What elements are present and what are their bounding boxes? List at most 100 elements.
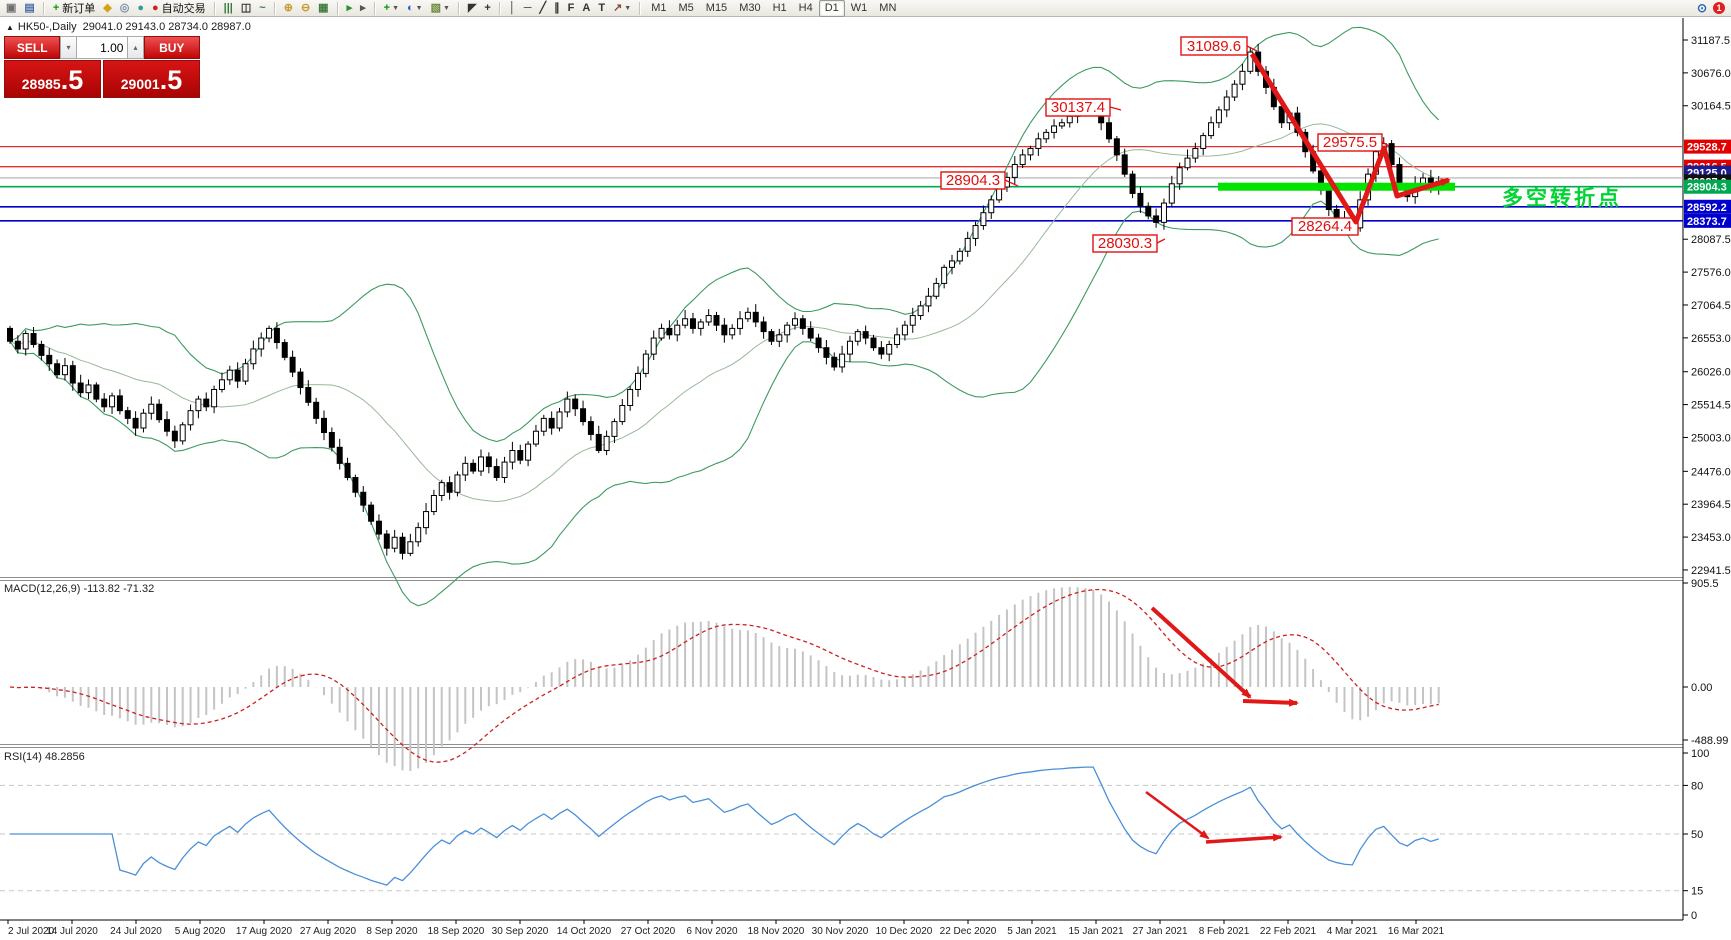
volume-down-stepper[interactable]: ▾ <box>60 36 77 59</box>
line-chart-icon[interactable]: ~ <box>255 0 269 17</box>
toolbar-separator <box>639 1 642 15</box>
timeframe-D1[interactable]: D1 <box>818 0 845 17</box>
zoom-out-icon[interactable]: ⊖ <box>297 0 314 17</box>
rsi-arrow[interactable] <box>1205 833 1283 844</box>
svg-text:30137.4: 30137.4 <box>1051 99 1105 116</box>
svg-text:15 Jan 2021: 15 Jan 2021 <box>1068 926 1123 937</box>
periods-icon[interactable]: ◐ ▼ <box>403 0 427 17</box>
annotation-31089.6[interactable]: 31089.6 <box>1180 36 1258 56</box>
timeframe-MN[interactable]: MN <box>879 1 897 14</box>
macd-arrow[interactable] <box>1150 606 1252 699</box>
candlestick-chart-icon: ◫ <box>240 1 252 14</box>
symbol-title-bar: ▲ HK50-,Daily 29041.0 29143.0 28734.0 2898… <box>6 21 251 33</box>
fibonacci-icon[interactable]: F <box>564 0 579 17</box>
buy-button[interactable]: BUY <box>143 36 200 59</box>
svg-text:22 Feb 2021: 22 Feb 2021 <box>1260 926 1317 937</box>
sell-button[interactable]: SELL <box>4 36 61 59</box>
timeframe-H4[interactable]: H4 <box>798 1 813 14</box>
timeframe-H1[interactable]: H1 <box>772 1 787 14</box>
indicators-icon: + <box>383 1 391 14</box>
crosshair-icon: + <box>484 1 491 14</box>
sell-price[interactable]: 28985.5 <box>4 60 101 98</box>
timeframe-M1[interactable]: M1 <box>651 1 667 14</box>
collapse-icon[interactable]: ▲ <box>6 23 14 32</box>
turning-point-note[interactable]: 多空转折点 <box>1502 186 1622 210</box>
svg-text:5 Jan 2021: 5 Jan 2021 <box>1007 926 1057 937</box>
svg-text:0: 0 <box>1691 910 1697 922</box>
channel-icon[interactable]: ∥ <box>550 0 564 17</box>
rsi-arrow[interactable] <box>1145 790 1210 840</box>
text-icon[interactable]: A <box>578 0 594 17</box>
indicators-icon[interactable]: + ▼ <box>380 0 403 17</box>
bar-chart-icon[interactable]: ||| <box>220 0 237 17</box>
svg-text:8 Feb 2021: 8 Feb 2021 <box>1199 926 1250 937</box>
arrows-icon-caret[interactable]: ▼ <box>624 4 632 12</box>
auto-scroll-icon[interactable]: ▸ <box>343 0 357 17</box>
periods-icon-caret[interactable]: ▼ <box>415 4 423 12</box>
toolbar-separator <box>42 1 45 15</box>
svg-text:18 Sep 2020: 18 Sep 2020 <box>428 926 485 937</box>
svg-text:27576.0: 27576.0 <box>1691 267 1731 279</box>
symbol-ohlc: 29041.0 29143.0 28734.0 28987.0 <box>82 21 251 33</box>
svg-text:18 Nov 2020: 18 Nov 2020 <box>748 926 805 937</box>
svg-text:4 Mar 2021: 4 Mar 2021 <box>1327 926 1378 937</box>
annotation-28904.3[interactable]: 28904.3 <box>940 171 1019 190</box>
market-watch-icon[interactable]: ▤ <box>20 0 38 17</box>
notifications-icon[interactable]: 1 <box>1713 2 1725 14</box>
tile-windows-icon[interactable]: ▦ <box>314 0 332 17</box>
annotation-29575.5[interactable]: 29575.5 <box>1317 133 1390 152</box>
timeframe-M30[interactable]: M30 <box>739 1 761 14</box>
annotation-30137.4[interactable]: 30137.4 <box>1045 98 1122 117</box>
svg-text:5 Aug 2020: 5 Aug 2020 <box>175 926 226 937</box>
buy-price[interactable]: 29001.5 <box>103 60 200 98</box>
zoom-in-icon[interactable]: ⊕ <box>280 0 297 17</box>
new-order-button[interactable]: + 新订单 <box>49 0 99 17</box>
timeframe-W1[interactable]: W1 <box>850 1 868 14</box>
macd-arrow[interactable] <box>1242 698 1299 707</box>
svg-text:30 Sep 2020: 30 Sep 2020 <box>492 926 549 937</box>
svg-text:8 Sep 2020: 8 Sep 2020 <box>366 926 418 937</box>
svg-text:17 Aug 2020: 17 Aug 2020 <box>236 926 293 937</box>
volume-input[interactable]: 1.00 <box>76 36 128 59</box>
signals-icon[interactable]: ● <box>133 0 148 17</box>
toolbar-separator <box>213 1 216 15</box>
templates-icon[interactable]: ▧ ▼ <box>427 0 454 17</box>
chart-shift-icon[interactable]: ▸ <box>356 0 370 17</box>
gold-icon[interactable]: ◆ <box>99 0 115 17</box>
crosshair-icon[interactable]: + <box>480 0 494 17</box>
search-icon[interactable]: ⊙ <box>1696 1 1707 15</box>
annotation-28264.4[interactable]: 28264.4 <box>1291 217 1360 236</box>
svg-text:16 Mar 2021: 16 Mar 2021 <box>1388 926 1445 937</box>
bollinger-bands <box>9 26 1440 607</box>
candlestick-chart-icon[interactable]: ◫ <box>237 0 255 17</box>
trendline-icon: ╱ <box>539 1 547 14</box>
pane-frames <box>0 18 1684 921</box>
trendline-icon[interactable]: ╱ <box>536 0 551 17</box>
vertical-line-icon[interactable]: │ <box>505 0 520 17</box>
volume-up-stepper[interactable]: ▴ <box>127 36 144 59</box>
text-icon: A <box>582 1 591 14</box>
indicators-icon-caret[interactable]: ▼ <box>392 4 399 12</box>
new-order-button-label: 新订单 <box>62 3 96 15</box>
svg-text:100: 100 <box>1691 748 1709 760</box>
timeframe-M15[interactable]: M15 <box>705 1 728 14</box>
cursor-icon[interactable]: ◤ <box>464 0 480 17</box>
arrows-icon[interactable]: ↗ ▼ <box>609 0 635 17</box>
expert-advisors-icon[interactable]: ◎ <box>116 0 134 17</box>
templates-icon-caret[interactable]: ▼ <box>443 4 450 12</box>
timeframe-M5[interactable]: M5 <box>678 1 694 14</box>
trend-arrow[interactable] <box>1249 52 1451 225</box>
toolbar-separator <box>373 1 376 15</box>
annotation-28030.3[interactable]: 28030.3 <box>1092 234 1166 253</box>
buy-price-pip: .5 <box>159 65 183 95</box>
svg-text:27 Jan 2021: 27 Jan 2021 <box>1132 926 1187 937</box>
macd-label: MACD(12,26,9) -113.82 -71.32 <box>4 583 154 595</box>
candles <box>7 44 1442 560</box>
autotrading-button[interactable]: ● 自动交易 <box>148 0 210 17</box>
tile-windows-icon: ▦ <box>318 1 329 14</box>
label-icon[interactable]: T <box>594 0 609 17</box>
svg-text:14 Oct 2020: 14 Oct 2020 <box>557 926 612 937</box>
new-window-icon[interactable]: ▣ <box>2 0 20 17</box>
horizontal-line-icon[interactable]: ─ <box>520 0 536 17</box>
